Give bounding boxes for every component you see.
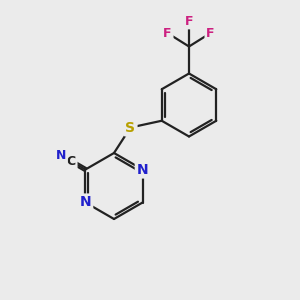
- Text: N: N: [137, 163, 148, 176]
- Text: N: N: [80, 196, 91, 209]
- Text: C: C: [67, 155, 76, 168]
- Text: F: F: [185, 14, 193, 28]
- Text: F: F: [163, 26, 172, 40]
- Text: S: S: [125, 121, 136, 134]
- Text: N: N: [56, 149, 66, 162]
- Text: F: F: [206, 26, 215, 40]
